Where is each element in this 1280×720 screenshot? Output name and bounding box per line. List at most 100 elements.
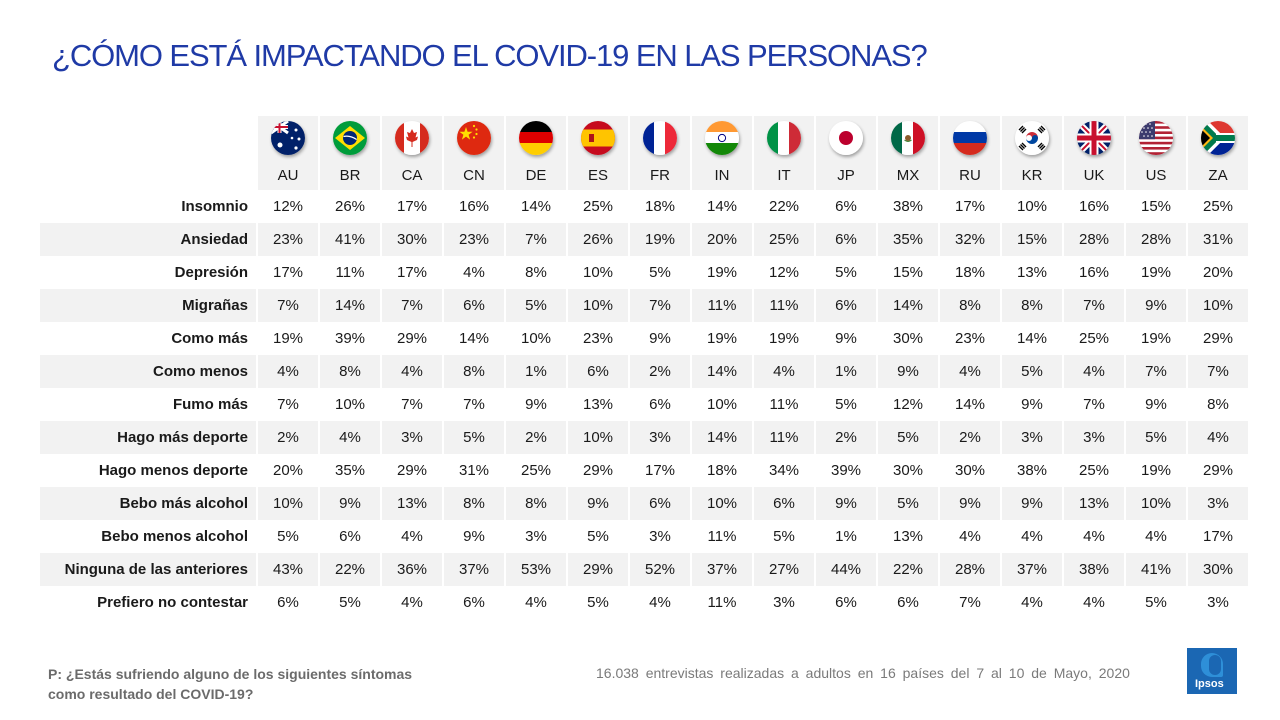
table-cell: 4% <box>442 256 505 289</box>
row-label: Bebo más alcohol <box>40 487 257 520</box>
table-cell: 1% <box>814 520 877 553</box>
table-cell: 5% <box>1000 355 1063 388</box>
table-cell: 14% <box>318 289 381 322</box>
table-cell: 13% <box>380 487 443 520</box>
table-cell: 17% <box>938 190 1001 223</box>
table-cell: 43% <box>256 553 319 586</box>
table-cell: 14% <box>504 190 567 223</box>
table-cell: 18% <box>938 256 1001 289</box>
table-cell: 52% <box>628 553 691 586</box>
table-cell: 44% <box>814 553 877 586</box>
table-row: Ansiedad 23% 41% 30% 23% 7% 26% 19% 20% 25% 6% 35% 3… <box>40 223 1248 256</box>
table-row: Hago menos deporte 20% 35% 29% 31% 25% 29% 17% 1… <box>40 454 1248 487</box>
country-code: AU <box>256 160 319 190</box>
table-cell: 7% <box>256 388 319 421</box>
table-row: Fumo más 7% 10% 7% 7% 9% 13% 6% 10% 11% 5% 12% 14% 9%… <box>40 388 1248 421</box>
table-cell: 6% <box>566 355 629 388</box>
table-cell: 30% <box>380 223 443 256</box>
table-cell: 9% <box>876 355 939 388</box>
country-code: BR <box>318 160 381 190</box>
table-cell: 4% <box>938 520 1001 553</box>
table-cell: 15% <box>1124 190 1187 223</box>
table-cell: 7% <box>1062 388 1125 421</box>
italy-flag-icon <box>767 121 801 155</box>
table-cell: 9% <box>504 388 567 421</box>
country-code: KR <box>1000 160 1063 190</box>
table-cell: 7% <box>442 388 505 421</box>
table-cell: 11% <box>752 289 815 322</box>
table-cell: 6% <box>814 223 877 256</box>
table-cell: 14% <box>690 421 753 454</box>
table-cell: 8% <box>318 355 381 388</box>
table-cell: 5% <box>814 388 877 421</box>
table-cell: 18% <box>690 454 753 487</box>
table-cell: 5% <box>876 487 939 520</box>
table-row: Insomnio 12% 26% 17% 16% 14% 25% 18% 14% 22% 6% 38%… <box>40 190 1248 223</box>
table-cell: 5% <box>1124 421 1187 454</box>
table-cell: 3% <box>628 520 691 553</box>
country-code: ES <box>566 160 629 190</box>
table-cell: 27% <box>752 553 815 586</box>
table-cell: 3% <box>1000 421 1063 454</box>
table-cell: 14% <box>938 388 1001 421</box>
table-cell: 4% <box>256 355 319 388</box>
table-cell: 1% <box>504 355 567 388</box>
table-cell: 22% <box>752 190 815 223</box>
table-cell: 5% <box>752 520 815 553</box>
table-cell: 6% <box>814 289 877 322</box>
table-row: Migrañas 7% 14% 7% 6% 5% 10% 7% 11% 11% 6% 14% 8% 8% 7… <box>40 289 1248 322</box>
table-cell: 17% <box>256 256 319 289</box>
row-label: Como menos <box>40 355 257 388</box>
table-cell: 29% <box>566 553 629 586</box>
table-cell: 4% <box>380 520 443 553</box>
table-cell: 14% <box>876 289 939 322</box>
table-cell: 8% <box>504 256 567 289</box>
table-cell: 12% <box>752 256 815 289</box>
table-cell: 3% <box>628 421 691 454</box>
table-cell: 3% <box>380 421 443 454</box>
usa-flag-icon <box>1139 121 1173 155</box>
table-cell: 10% <box>318 388 381 421</box>
table-cell: 9% <box>566 487 629 520</box>
table-cell: 23% <box>442 223 505 256</box>
country-code: IN <box>690 160 753 190</box>
flag-cell <box>1062 116 1125 160</box>
table-cell: 28% <box>1062 223 1125 256</box>
country-code: FR <box>628 160 691 190</box>
table-cell: 8% <box>442 487 505 520</box>
table-cell: 7% <box>256 289 319 322</box>
table-cell: 29% <box>1186 454 1248 487</box>
table-cell: 11% <box>690 520 753 553</box>
table-cell: 6% <box>442 289 505 322</box>
table-cell: 9% <box>814 487 877 520</box>
table-row: Ninguna de las anteriores 43% 22% 36% 37% 53%… <box>40 553 1248 586</box>
table-cell: 16% <box>1062 256 1125 289</box>
table-cell: 11% <box>690 586 753 619</box>
table-cell: 7% <box>938 586 1001 619</box>
table-cell: 13% <box>566 388 629 421</box>
table-cell: 19% <box>690 256 753 289</box>
table-cell: 7% <box>1124 355 1187 388</box>
table-cell: 12% <box>256 190 319 223</box>
table-cell: 4% <box>938 355 1001 388</box>
country-code: IT <box>752 160 815 190</box>
table-cell: 12% <box>876 388 939 421</box>
table-cell: 26% <box>318 190 381 223</box>
row-label: Depresión <box>174 264 248 281</box>
flag-cell <box>442 116 505 160</box>
table-row: Depresión 17% 11% 17% 4% 8% 10% 5% 19% 12% 5% 15% 18… <box>40 256 1248 289</box>
table-cell: 5% <box>566 520 629 553</box>
table-row: Prefiero no contestar 6% 5% 4% 6% 4% 5% 4% 11% 3%… <box>40 586 1248 619</box>
table-cell: 8% <box>1000 289 1063 322</box>
table-cell: 38% <box>1062 553 1125 586</box>
table-cell: 6% <box>628 487 691 520</box>
table-cell: 1% <box>814 355 877 388</box>
row-label: Hago menos deporte <box>98 462 248 479</box>
table-cell: 2% <box>938 421 1001 454</box>
table-cell: 16% <box>442 190 505 223</box>
table-cell: 19% <box>628 223 691 256</box>
table-cell: 19% <box>1124 322 1187 355</box>
source-note: 16.038 entrevistas realizadas a adultos … <box>596 665 1130 681</box>
table-cell: 10% <box>566 289 629 322</box>
table-cell: 9% <box>938 487 1001 520</box>
